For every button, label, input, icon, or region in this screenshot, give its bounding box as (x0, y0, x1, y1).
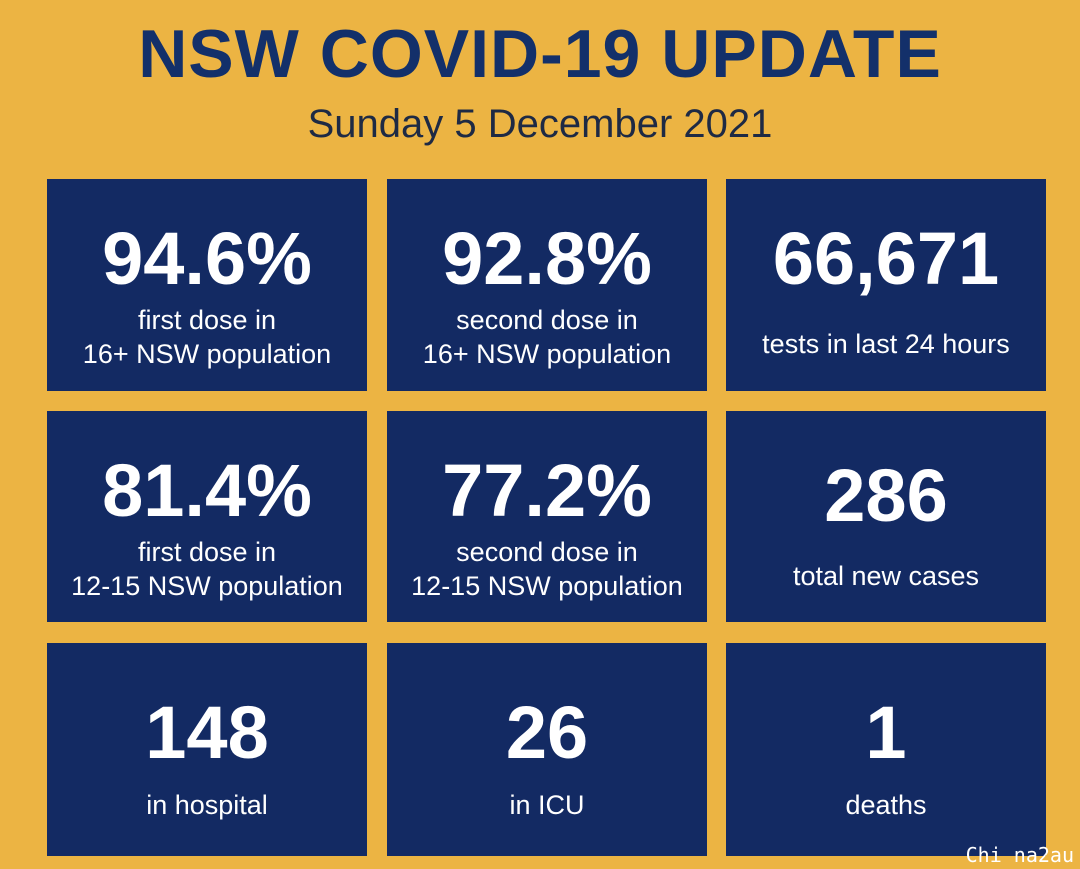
watermark: Chi na2au (965, 843, 1074, 867)
stat-tile-second-dose-16plus: 92.8% second dose in 16+ NSW population (387, 179, 707, 391)
stat-value: 81.4% (102, 449, 312, 532)
stat-value: 94.6% (102, 217, 312, 300)
stat-tile-first-dose-16plus: 94.6% first dose in 16+ NSW population (47, 179, 367, 391)
stat-label: deaths (845, 790, 927, 820)
stat-label-line: 16+ NSW population (422, 339, 672, 369)
stat-label: in hospital (146, 790, 268, 820)
stat-value: 286 (824, 454, 948, 537)
stat-label-line: 12-15 NSW population (71, 571, 343, 601)
stat-label-line: first dose in (137, 537, 277, 567)
stat-tile-new-cases: 286 total new cases (726, 411, 1046, 622)
stat-label: first dose in 12-15 NSW population (47, 535, 367, 603)
stat-value: 148 (145, 691, 269, 774)
stat-tile-first-dose-12-15: 81.4% first dose in 12-15 NSW population (47, 411, 367, 622)
stat-value: 77.2% (442, 449, 652, 532)
stat-value: 1 (865, 691, 907, 774)
stat-tile-tests: 66,671 tests in last 24 hours (726, 179, 1046, 391)
stat-label: in ICU (509, 790, 585, 820)
stat-label-line: first dose in (137, 305, 277, 335)
stat-tile-deaths: 1 deaths (726, 643, 1046, 856)
stat-label-line: second dose in (456, 305, 638, 335)
stat-value: 92.8% (442, 217, 652, 300)
stat-tile-hospital: 148 in hospital (47, 643, 367, 856)
stat-label: first dose in 16+ NSW population (47, 303, 367, 371)
stat-value: 26 (505, 691, 589, 774)
stat-label-line: 12-15 NSW population (411, 571, 683, 601)
stat-label-line: 16+ NSW population (82, 339, 332, 369)
stat-label: total new cases (792, 561, 980, 591)
page-title: NSW COVID-19 UPDATE (138, 16, 942, 92)
stat-label: second dose in 12-15 NSW population (387, 535, 707, 603)
stat-tile-icu: 26 in ICU (387, 643, 707, 856)
stat-label: tests in last 24 hours (762, 329, 1010, 359)
date-subtitle: Sunday 5 December 2021 (307, 102, 773, 146)
stat-value: 66,671 (772, 217, 1000, 300)
stat-label-line: second dose in (456, 537, 638, 567)
stat-tile-second-dose-12-15: 77.2% second dose in 12-15 NSW populatio… (387, 411, 707, 622)
stat-label: second dose in 16+ NSW population (387, 303, 707, 371)
